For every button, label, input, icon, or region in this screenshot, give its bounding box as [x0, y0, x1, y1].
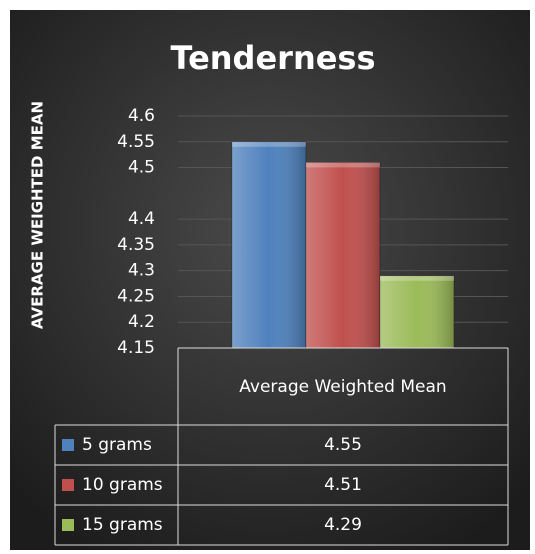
bar-top: [380, 275, 454, 281]
table-value: 4.29: [324, 515, 362, 535]
bar-shine: [380, 275, 454, 348]
bar-shine: [306, 162, 380, 348]
y-tick-label: 4.15: [117, 338, 155, 358]
table-value: 4.51: [324, 475, 362, 495]
y-tick-label: 4.2: [128, 312, 155, 332]
y-axis-label: AVERAGE WEIGHTED MEAN: [29, 101, 47, 329]
y-tick-label: 4.55: [117, 132, 155, 152]
y-tick-label: 4.6: [128, 106, 155, 126]
bar-top: [232, 141, 306, 147]
legend-key: [62, 439, 74, 451]
y-tick-label: 4.5: [128, 158, 155, 178]
bar-top: [306, 162, 380, 168]
chart-title: Tenderness: [170, 39, 375, 77]
legend-key: [62, 479, 74, 491]
legend-label: 10 grams: [82, 475, 163, 495]
y-tick-label: 4.35: [117, 235, 155, 255]
y-tick-label: 4.4: [128, 209, 155, 229]
y-tick-label: 4.25: [117, 286, 155, 306]
y-tick-label: 4.3: [128, 261, 155, 281]
bar-shine: [232, 141, 306, 348]
legend-label: 5 grams: [82, 435, 152, 455]
table-header: Average Weighted Mean: [239, 376, 447, 397]
legend-label: 15 grams: [82, 515, 163, 535]
table-value: 4.55: [324, 435, 362, 455]
legend-key: [62, 519, 74, 531]
